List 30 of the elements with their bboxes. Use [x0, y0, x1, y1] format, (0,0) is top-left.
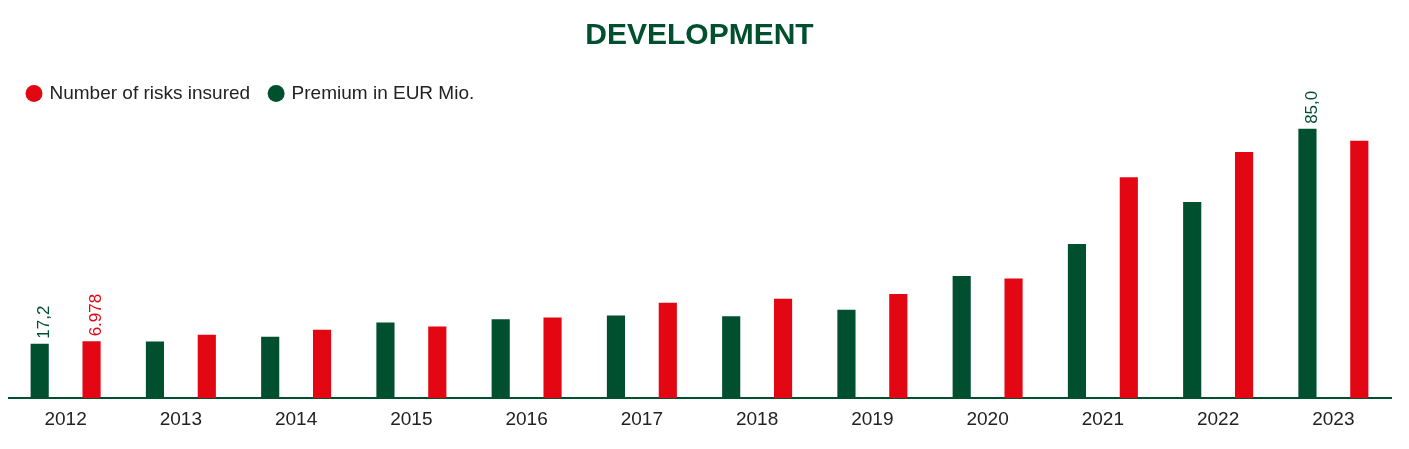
x-tick-label: 2017 — [620, 407, 664, 429]
x-tick-label: 2022 — [1196, 407, 1240, 429]
x-tick-label: 2019 — [851, 407, 894, 429]
x-tick-label: 2023 — [1312, 407, 1355, 429]
bar — [197, 334, 216, 399]
bar — [889, 293, 908, 399]
legend-label: Number of risks insured — [49, 81, 251, 103]
bar — [1119, 177, 1138, 399]
bar — [1350, 140, 1369, 399]
bar — [1004, 278, 1023, 399]
bar — [773, 298, 793, 399]
bar — [428, 326, 447, 399]
x-tick-label: 2013 — [159, 407, 203, 429]
bar — [1234, 152, 1254, 399]
data-label: 6.978 — [86, 293, 106, 337]
bar — [312, 329, 332, 399]
bar — [543, 317, 562, 399]
data-label: 17,2 — [34, 305, 54, 339]
x-tick-label: 2021 — [1081, 407, 1125, 429]
x-tick-label: 2014 — [274, 407, 318, 429]
legend-label: Premium in EUR Mio. — [291, 81, 475, 103]
x-tick-label: 2015 — [390, 407, 433, 429]
bar — [658, 302, 677, 399]
data-label: 85,0 — [1302, 90, 1322, 124]
x-tick-label: 2018 — [735, 407, 779, 429]
x-tick-label: 2012 — [44, 407, 87, 429]
x-tick-label: 2016 — [505, 407, 548, 429]
x-tick-label: 2020 — [966, 407, 1009, 429]
chart-title: DEVELOPMENT — [585, 17, 814, 51]
bar — [82, 341, 101, 399]
